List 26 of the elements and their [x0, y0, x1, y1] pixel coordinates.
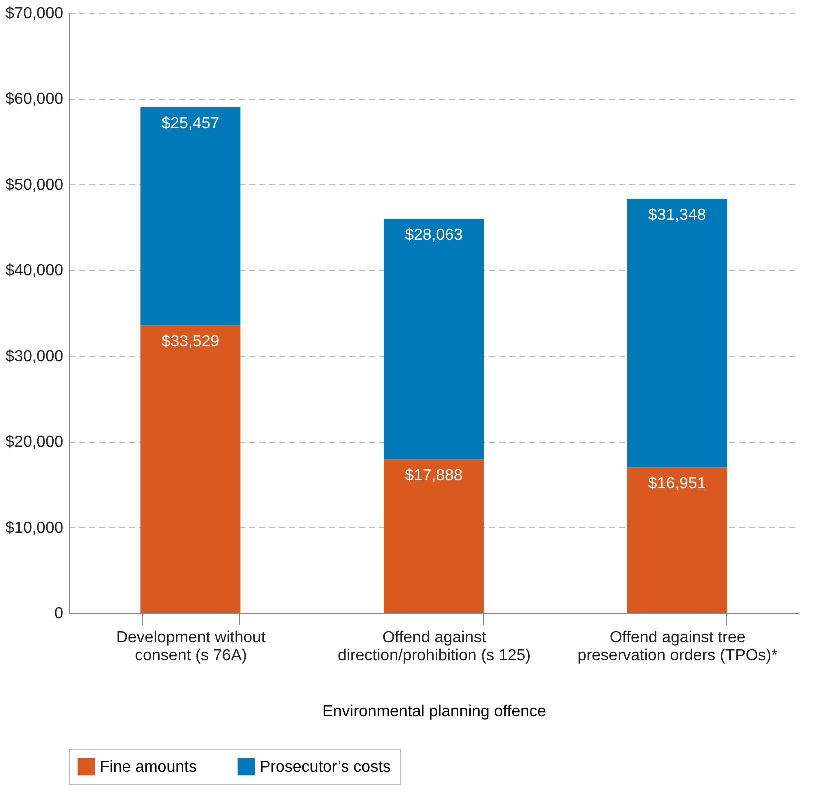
bar [140, 326, 241, 613]
y-tick-label: $30,000 [6, 348, 64, 366]
bar [384, 460, 484, 613]
legend-label: Fine amounts [100, 758, 197, 776]
bar [627, 199, 728, 468]
bar [384, 219, 484, 460]
y-tick-label: 0 [54, 606, 64, 622]
y-tick-label: $70,000 [6, 6, 64, 22]
data-label: $17,888 [405, 468, 464, 485]
x-tick-label: Development without consent (s 76A) [116, 630, 266, 664]
bar [627, 468, 728, 613]
bar [140, 107, 241, 326]
data-label: $16,951 [648, 476, 706, 493]
x-tick-label: Offend against direction/prohibition (s 125) [338, 630, 531, 664]
data-label: $31,348 [648, 207, 706, 224]
y-tick-label: $50,000 [6, 176, 64, 194]
data-label: $33,529 [162, 334, 220, 351]
y-tick-label: $40,000 [6, 262, 64, 280]
y-tick-label: $20,000 [6, 434, 64, 452]
y-tick-label: $60,000 [6, 91, 64, 108]
data-label: $25,457 [162, 115, 220, 132]
x-axis-title: Environmental planning offence [322, 704, 547, 720]
x-tick-label: Offend against tree preservation orders (TPOs)* [578, 630, 778, 664]
legend-label: Prosecutor’s costs [260, 758, 392, 776]
data-label: $28,063 [405, 227, 464, 244]
y-tick-label: $10,000 [6, 520, 64, 537]
